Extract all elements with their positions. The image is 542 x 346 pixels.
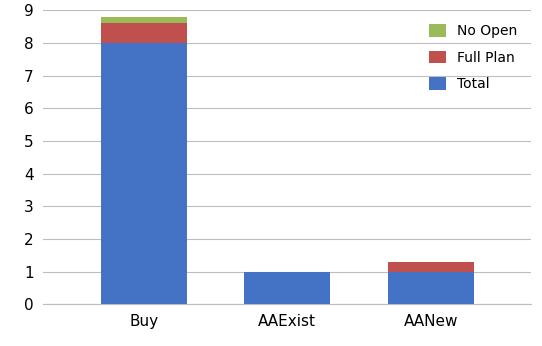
Bar	[101, 17, 187, 24]
Legend: No Open, Full Plan, Total: No Open, Full Plan, Total	[422, 17, 524, 98]
Bar	[388, 262, 474, 272]
Bar	[101, 24, 187, 43]
Bar	[101, 43, 187, 304]
Bar	[244, 272, 330, 304]
Bar	[388, 272, 474, 304]
